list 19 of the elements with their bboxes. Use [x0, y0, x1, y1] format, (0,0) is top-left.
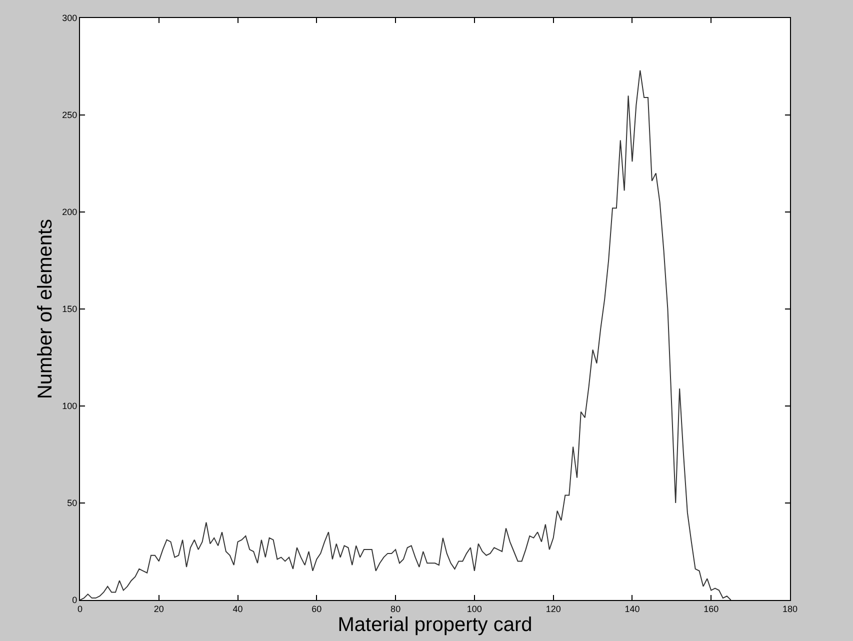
x-tick-label: 120 — [546, 604, 561, 614]
x-tick-label: 20 — [154, 604, 164, 614]
y-axis-title: Number of elements — [34, 218, 57, 400]
x-tick-label: 140 — [624, 604, 640, 614]
y-tick-label: 200 — [62, 207, 78, 218]
x-tick-label: 80 — [390, 604, 401, 614]
x-tick-label: 100 — [466, 604, 482, 614]
y-tick-label: 0 — [72, 595, 78, 606]
line-series — [80, 70, 732, 600]
x-tick-label: 160 — [704, 604, 719, 614]
x-tick-label: 60 — [312, 604, 322, 614]
y-tick-label: 300 — [62, 13, 78, 24]
y-tick-label: 250 — [62, 110, 78, 120]
x-tick-label: 180 — [782, 604, 798, 614]
y-tick-label: 50 — [67, 498, 78, 508]
y-tick-label: 100 — [62, 401, 78, 412]
y-tick-label: 150 — [62, 304, 78, 314]
x-tick-label: 40 — [232, 604, 243, 614]
x-axis-title: Material property card — [338, 614, 532, 636]
